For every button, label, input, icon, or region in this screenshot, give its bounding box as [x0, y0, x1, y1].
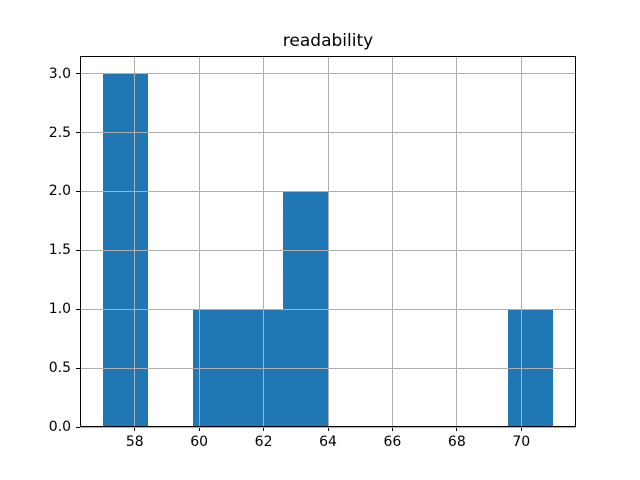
- x-tick-mark: [456, 427, 458, 431]
- y-tick-mark: [76, 367, 80, 369]
- y-tick-label: 1.5: [48, 242, 71, 259]
- x-tick-label: 62: [254, 434, 273, 450]
- y-tick-label: 2.5: [48, 124, 71, 141]
- chart-title: readability: [282, 31, 374, 51]
- y-tick-mark: [76, 73, 80, 75]
- gridline-vertical: [391, 56, 393, 427]
- y-tick-label: 2.0: [48, 183, 71, 200]
- x-tick-mark: [134, 427, 136, 431]
- y-tick-mark: [76, 249, 80, 251]
- y-tick-label: 0.0: [48, 419, 71, 435]
- gridline-horizontal: [80, 132, 576, 134]
- x-tick-mark: [520, 427, 522, 431]
- gridline-horizontal: [80, 308, 576, 310]
- x-tick-label: 68: [447, 434, 466, 450]
- y-tick-mark: [76, 132, 80, 134]
- x-tick-label: 58: [125, 434, 144, 450]
- y-tick-mark: [76, 426, 80, 428]
- x-tick-label: 70: [512, 434, 531, 450]
- gridline-horizontal: [80, 249, 576, 251]
- plot-area: [80, 56, 576, 428]
- x-tick-label: 66: [383, 434, 402, 450]
- axes-spines: [80, 56, 576, 427]
- y-tick-label: 3.0: [48, 65, 71, 82]
- gridline-vertical: [456, 56, 458, 427]
- y-tick-label: 1.0: [48, 301, 71, 318]
- gridline-horizontal: [80, 367, 576, 369]
- x-tick-label: 64: [319, 434, 337, 450]
- grid-layer: [80, 56, 576, 428]
- gridline-vertical: [198, 56, 200, 427]
- gridline-horizontal: [80, 426, 576, 428]
- x-tick-mark: [263, 427, 265, 431]
- gridline-horizontal: [80, 73, 576, 75]
- x-tick-mark: [391, 427, 393, 431]
- y-tick-label: 0.5: [48, 360, 71, 377]
- gridline-vertical: [263, 56, 265, 427]
- y-tick-mark: [76, 190, 80, 192]
- x-tick-mark: [198, 427, 200, 431]
- gridline-vertical: [134, 56, 136, 427]
- x-tick-label: 60: [190, 434, 209, 450]
- x-tick-mark: [327, 427, 329, 431]
- y-tick-mark: [76, 308, 80, 310]
- gridline-vertical: [327, 56, 329, 427]
- gridline-horizontal: [80, 190, 576, 192]
- gridline-vertical: [520, 56, 522, 427]
